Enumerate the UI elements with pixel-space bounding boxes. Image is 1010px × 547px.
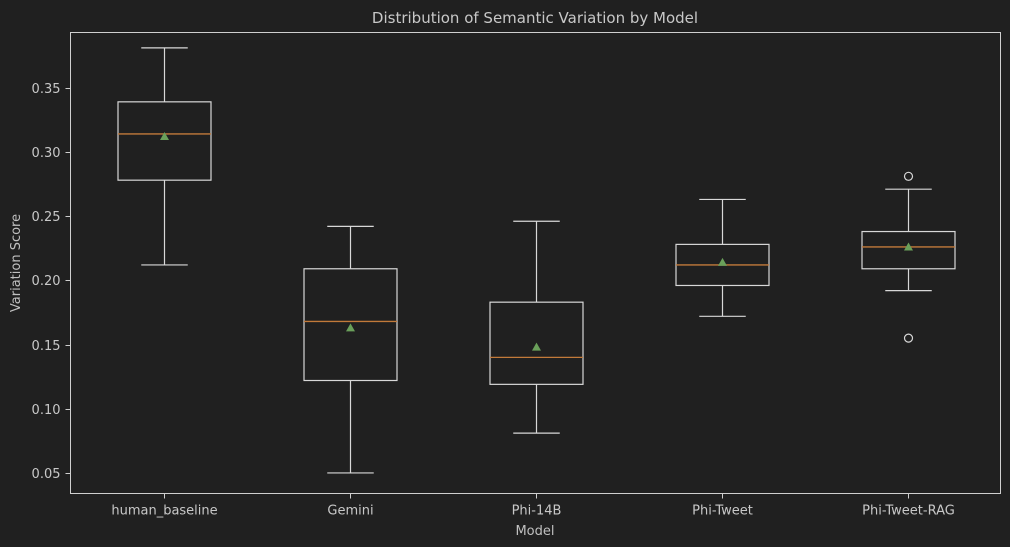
mean-marker (532, 342, 541, 351)
y-axis-label: Variation Score (9, 214, 24, 312)
mean-marker (718, 257, 727, 266)
y-tick-label: 0.10 (32, 403, 61, 418)
x-tick-label: human_baseline (111, 504, 217, 519)
x-tick-label: Gemini (327, 504, 373, 519)
iqr-box (489, 301, 584, 385)
box-series (117, 47, 956, 474)
x-tick-label: Phi-14B (512, 504, 562, 519)
mean-marker (904, 242, 913, 251)
box-human-baseline (117, 47, 212, 266)
iqr-box (861, 230, 956, 270)
y-tick-label: 0.20 (32, 274, 61, 289)
y-tick-label: 0.25 (32, 210, 61, 225)
box-phi-tweet-rag (861, 171, 956, 343)
y-tick-label: 0.15 (32, 339, 61, 354)
y-tick-label: 0.30 (32, 146, 61, 161)
iqr-box (303, 268, 398, 382)
outlier-point (903, 333, 914, 343)
x-axis-label: Model (515, 524, 554, 539)
mean-marker (346, 323, 355, 332)
x-tick-label: Phi-Tweet (692, 504, 753, 519)
iqr-box (117, 101, 212, 181)
plot-area-frame (70, 32, 1001, 494)
mean-marker (160, 132, 169, 141)
box-phi-14b (489, 220, 584, 434)
y-tick-label: 0.35 (32, 82, 61, 97)
outlier-point (903, 171, 914, 181)
box-phi-tweet (675, 198, 770, 317)
box-gemini (303, 225, 398, 474)
y-tick-label: 0.05 (32, 467, 61, 482)
chart-title: Distribution of Semantic Variation by Mo… (372, 9, 698, 27)
y-axis: 0.05 0.10 0.15 0.20 0.25 0.30 0.35 (32, 82, 71, 482)
x-axis: human_baseline Gemini Phi-14B Phi-Tweet Phi-… (111, 493, 955, 519)
x-tick-label: Phi-Tweet-RAG (862, 504, 955, 519)
